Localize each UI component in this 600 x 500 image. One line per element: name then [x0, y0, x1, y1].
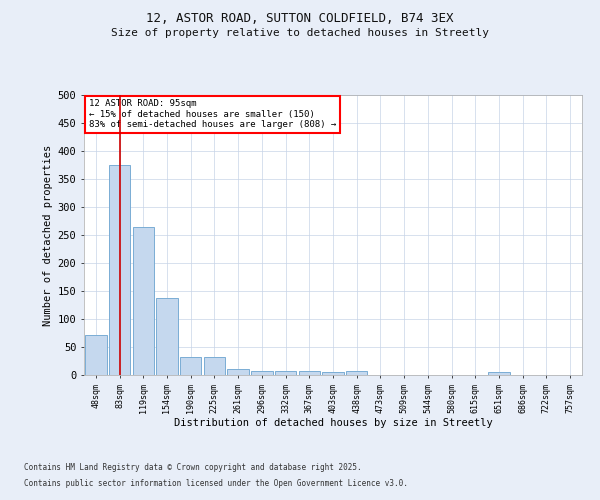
- Bar: [204, 356, 225, 375]
- Text: Size of property relative to detached houses in Streetly: Size of property relative to detached ho…: [111, 28, 489, 38]
- Bar: [322, 372, 344, 375]
- Bar: [133, 226, 154, 375]
- Bar: [299, 370, 320, 375]
- Text: 12, ASTOR ROAD, SUTTON COLDFIELD, B74 3EX: 12, ASTOR ROAD, SUTTON COLDFIELD, B74 3E…: [146, 12, 454, 26]
- Bar: [180, 356, 202, 375]
- Bar: [109, 165, 130, 375]
- Text: 12 ASTOR ROAD: 95sqm
← 15% of detached houses are smaller (150)
83% of semi-deta: 12 ASTOR ROAD: 95sqm ← 15% of detached h…: [89, 99, 336, 129]
- Text: Contains HM Land Registry data © Crown copyright and database right 2025.: Contains HM Land Registry data © Crown c…: [24, 464, 362, 472]
- Bar: [85, 334, 107, 375]
- Y-axis label: Number of detached properties: Number of detached properties: [43, 144, 53, 326]
- X-axis label: Distribution of detached houses by size in Streetly: Distribution of detached houses by size …: [173, 418, 493, 428]
- Bar: [346, 370, 367, 375]
- Bar: [251, 370, 272, 375]
- Text: Contains public sector information licensed under the Open Government Licence v3: Contains public sector information licen…: [24, 478, 408, 488]
- Bar: [275, 370, 296, 375]
- Bar: [488, 372, 509, 375]
- Bar: [157, 298, 178, 375]
- Bar: [227, 370, 249, 375]
